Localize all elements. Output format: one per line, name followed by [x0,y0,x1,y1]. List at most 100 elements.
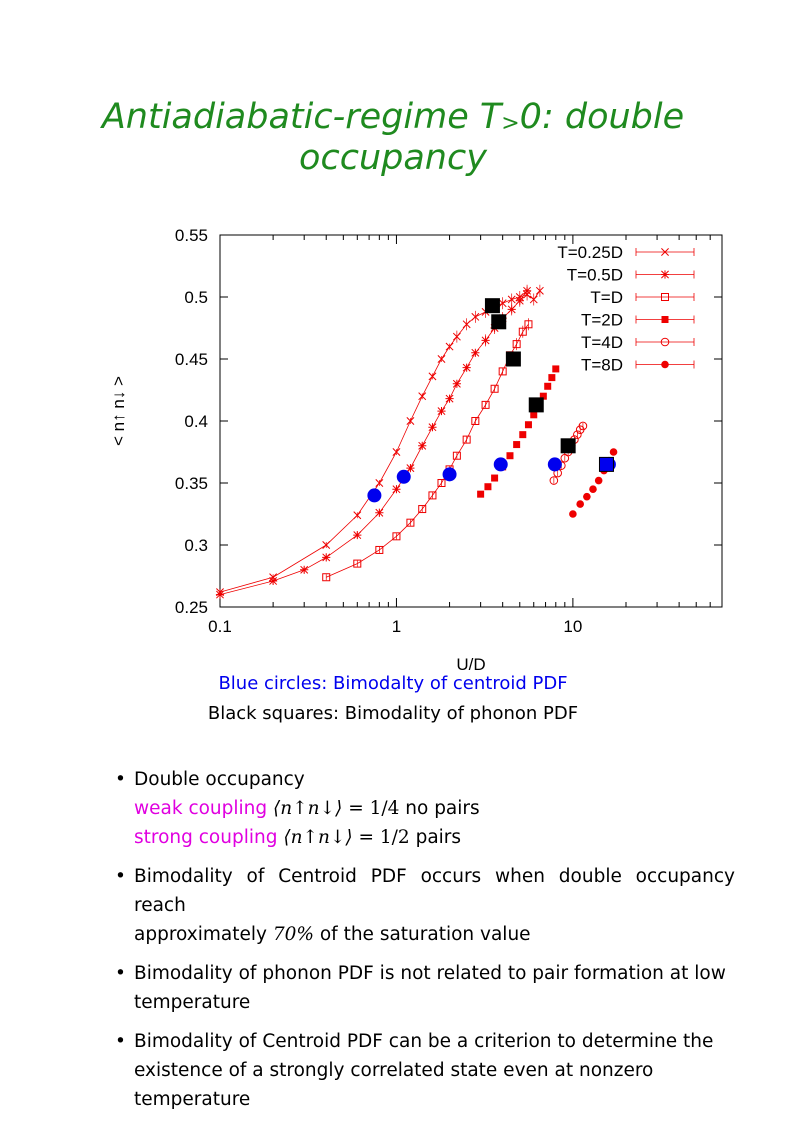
y-tick-label: 0.35 [175,474,208,493]
data-point [452,379,461,388]
weak-coupling-line: weak coupling ⟨n↑n↓⟩ = 1/4 no pairs [134,794,735,823]
strong-coupling-line: strong coupling ⟨n↑n↓⟩ = 1/2 pairs [134,823,735,852]
data-point [529,295,538,304]
legend-label: T=4D [581,333,623,352]
data-point [583,492,591,501]
data-point [515,296,524,305]
legend-marker [660,337,670,347]
data-point [471,348,480,357]
legend-label: T=0.25D [557,243,623,262]
data-point [549,476,559,485]
blue-circle-marker [396,469,411,484]
data-point [406,417,415,425]
data-point [498,299,507,308]
data-point [462,435,471,444]
data-point [481,400,490,409]
weak-coupling-label: weak coupling [134,798,268,819]
weak-eq-symbol: ⟨n↑n↓⟩ = [273,798,364,819]
title-main: Antiadiabatic-regime T [101,97,502,137]
blue-circle-marker [493,457,508,472]
data-point [524,320,533,329]
legend-label: T=8D [581,356,623,375]
title-rest: 0: double [519,97,685,137]
data-point [589,485,597,494]
data-point [512,340,521,349]
series-line-1 [219,290,528,595]
legend-marker [661,293,669,301]
data-point [375,545,384,554]
data-point [353,559,362,568]
page-title: Antiadiabatic-regime T>0: double occupan… [0,97,786,176]
data-point [491,474,499,482]
black-square-marker [528,397,544,413]
bullet-dot: • [115,1031,126,1052]
data-point [353,530,362,540]
data-point [530,411,538,419]
data-point [544,382,552,390]
data-point [535,286,544,295]
data-point [215,590,225,599]
data-point [609,448,618,456]
y-axis-label: < n↑ n↓ > [109,376,128,446]
bullet-centroid-saturation: • Bimodality of Centroid PDF occurs when… [115,862,735,949]
x-tick-label: 1 [392,617,401,636]
data-point [406,464,415,473]
y-tick-label: 0.25 [175,598,208,617]
data-point [462,363,471,372]
data-point [418,505,427,514]
y-tick-label: 0.55 [175,226,208,245]
bullet-text: Double occupancy [134,769,305,790]
data-point [576,500,584,508]
data-point [471,312,480,321]
data-point [507,305,516,314]
data-point [375,479,384,487]
bullet-text-part: approximately [134,924,267,945]
black-square-marker [491,314,507,330]
legend-marker [660,270,670,279]
data-point [569,510,577,518]
bullet-text-line1: Bimodality of Centroid PDF occurs when d… [134,866,735,916]
data-point [519,431,527,439]
double-occupancy-chart: 0.25 0.3 0.35 0.4 0.45 0.5 0.55 0.1 1 10 U/D < n↑ n… [109,226,723,674]
data-point [452,451,461,460]
bullet-text-line2: existence of a strongly correlated state… [134,1060,654,1110]
data-point [392,485,401,494]
data-point [524,421,532,429]
data-point [481,336,490,345]
data-point [322,553,331,562]
data-point [418,441,427,450]
strong-eq-value: 1/2 [379,827,410,848]
x-axis-label: U/D [456,655,485,674]
black-square-marker [598,456,614,472]
weak-eq: ⟨n↑n↓⟩ = 1/4 [273,798,399,819]
data-point [462,320,471,329]
data-point [437,479,446,487]
black-square-marker [484,298,500,314]
data-point [375,508,384,517]
legend-label: T=2D [581,311,623,330]
data-point [552,365,560,373]
data-point [513,441,521,449]
series-line-2 [326,324,529,578]
data-point [445,394,454,403]
strong-eq-symbol: ⟨n↑n↓⟩ = [283,827,375,848]
black-square-marker [505,351,521,367]
plot-frame [219,234,723,608]
legend-marker [661,248,669,256]
data-point [507,295,516,304]
strong-eq: ⟨n↑n↓⟩ = 1/2 [283,827,409,848]
y-tick-label: 0.3 [184,536,208,555]
bullet-dot: • [115,963,126,984]
data-point [437,406,446,416]
legend-label: T=0.5D [567,266,623,285]
blue-circle-marker [547,457,562,472]
data-point [269,576,278,586]
data-point [437,355,446,363]
data-point [548,374,556,382]
bullet-dot: • [115,866,126,887]
data-point [445,342,454,351]
weak-eq-value: 1/4 [369,798,400,819]
blue-circle-marker [367,488,382,503]
caption-black-squares: Black squares: Bimodality of phonon PDF [207,703,579,724]
data-point [353,511,362,520]
